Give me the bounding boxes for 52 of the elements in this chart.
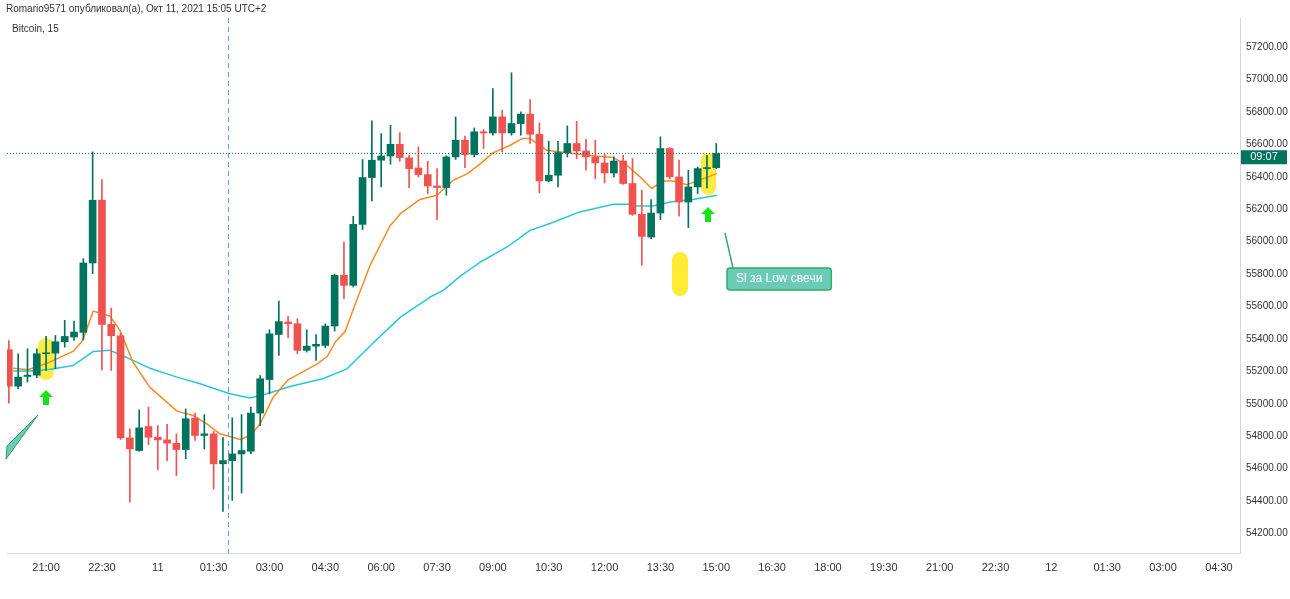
y-tick-label: 56600.00 [1246,138,1289,150]
candlestick [228,417,237,501]
x-tick-label: 03:00 [1149,560,1177,573]
y-tick-label: 55000.00 [1246,397,1289,409]
y-tick-label: 55200.00 [1246,365,1289,377]
y-tick-label: 56000.00 [1246,235,1289,247]
y-tick-label: 57200.00 [1246,40,1289,52]
candlestick [340,241,348,299]
y-tick-label: 54800.00 [1246,430,1289,442]
candlestick [219,436,227,512]
x-tick-label: 07:30 [423,560,451,573]
text: Bitcoin, 15 [12,23,59,34]
y-tick-label: 54600.00 [1246,462,1289,474]
y-tick-label: 55400.00 [1246,332,1289,344]
y-tick-label: 55800.00 [1246,267,1289,279]
x-tick-label: 16:30 [758,560,786,573]
candlestick [126,428,134,503]
x-tick-label: 21:00 [32,560,60,573]
chart-title: Romario9571 опубликовал(а), Окт 11, 2021 15:05 UTC+2 [6,3,267,14]
x-tick-label: 11 [152,560,164,573]
x-tick-label: 18:00 [814,560,842,573]
y-tick-label: 57000.00 [1246,73,1289,85]
annotation: Sl за Low свечи [736,271,823,286]
y-tick-label: 55600.00 [1246,300,1289,312]
candlestick [163,424,171,461]
x-tick-label: 09:00 [479,560,507,573]
x-tick-label: 22:30 [88,560,116,573]
candlestick [274,300,283,356]
x-tick-label: 12 [1045,560,1058,573]
x-tick-label: 01:30 [1093,560,1121,573]
y-tick-label: 56800.00 [1246,105,1289,117]
x-tick-label: 04:30 [1205,560,1233,573]
x-tick-label: 06:00 [367,560,395,573]
x-tick-label: 01:30 [199,560,228,573]
x-tick-label: 15:00 [702,560,731,573]
x-tick-label: 21:00 [925,560,954,573]
x-tick-label: 13:30 [646,560,675,573]
candlestick [302,329,311,353]
x-tick-label: 10:30 [534,560,563,573]
x-tick-label: 12:00 [590,560,619,573]
x-tick-label: 04:30 [311,560,340,573]
y-tick-label: 56200.00 [1246,203,1289,215]
x-tick-label: 22:30 [981,560,1010,573]
candlestick [591,139,600,179]
candlestick [433,168,441,221]
y-tick-label: 54200.00 [1246,527,1289,539]
x-tick-label: 19:30 [870,560,898,573]
candlestick [153,425,162,471]
y-tick-label: 54400.00 [1246,494,1289,506]
y-tick-label: 56400.00 [1246,170,1289,182]
text: 09:07 [1250,150,1278,163]
x-tick-label: 03:00 [255,560,284,573]
